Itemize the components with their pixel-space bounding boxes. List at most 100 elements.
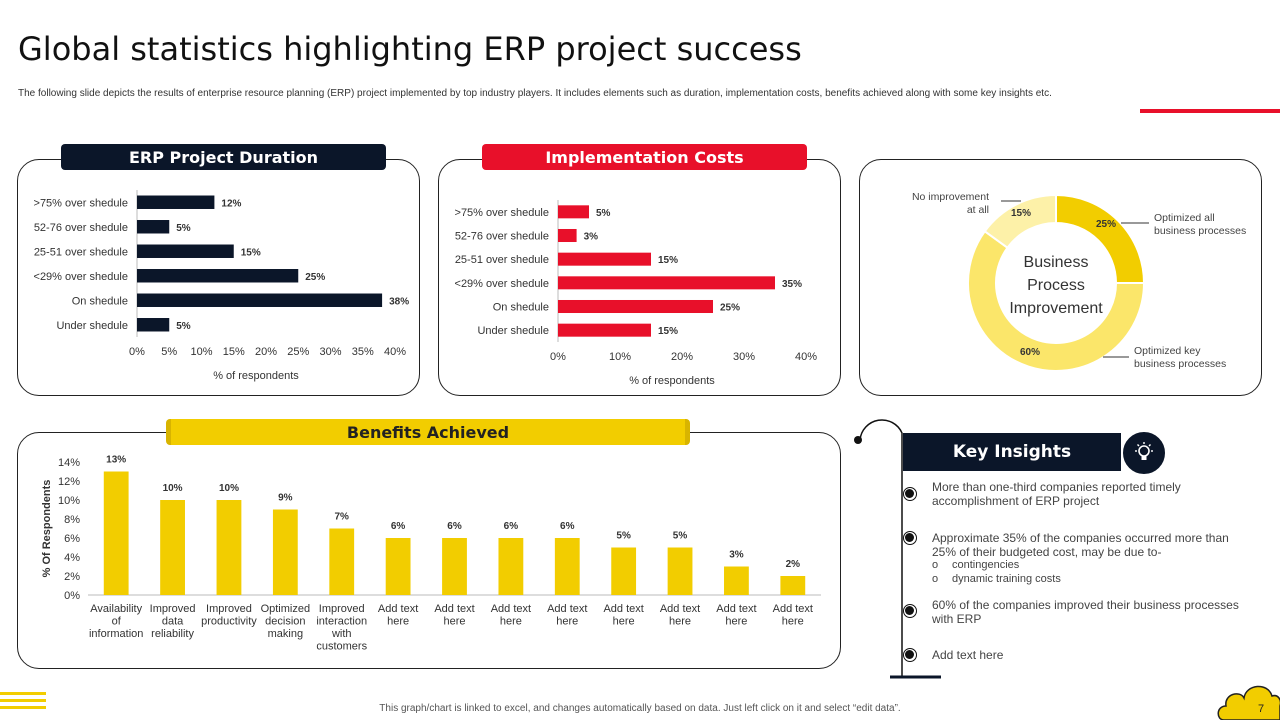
tick-label: 30% bbox=[319, 346, 341, 358]
bar bbox=[554, 538, 580, 595]
category-label: Add text bbox=[547, 603, 587, 615]
donut-chart[interactable]: 25% 60% 15% Business Process Improvement Optim… bbox=[859, 159, 1262, 396]
slice-label: No improvement bbox=[912, 191, 989, 203]
insight-sublist: o contingencies o dynamic training costs bbox=[932, 558, 1252, 586]
axis-title: % of respondents bbox=[629, 375, 715, 387]
category-label: here bbox=[387, 616, 409, 628]
bar bbox=[137, 195, 215, 209]
red-accent-rule bbox=[1140, 109, 1280, 113]
category-label: 25-51 over shedule bbox=[34, 246, 128, 258]
data-label: 7% bbox=[335, 512, 350, 523]
footer-note: This graph/chart is linked to excel, and… bbox=[379, 703, 901, 714]
tick-label: 2% bbox=[64, 571, 80, 583]
tick-label: 4% bbox=[64, 552, 80, 564]
bar bbox=[272, 509, 298, 595]
bar bbox=[216, 500, 242, 595]
duration-title-tag: ERP Project Duration bbox=[61, 144, 386, 170]
benefits-title-tag: Benefits Achieved bbox=[166, 419, 690, 445]
category-label: Add text bbox=[491, 603, 531, 615]
tick-label: 10% bbox=[190, 346, 212, 358]
data-label: 9% bbox=[278, 493, 293, 504]
category-label: decision bbox=[265, 616, 305, 628]
data-label: 60% bbox=[1020, 347, 1040, 358]
tick-label: 10% bbox=[58, 495, 80, 507]
data-label: 6% bbox=[391, 521, 406, 532]
tick-label: 20% bbox=[671, 351, 693, 363]
bar bbox=[329, 528, 355, 595]
cloud-icon bbox=[1217, 685, 1280, 720]
data-label: 38% bbox=[389, 296, 409, 307]
benefits-panel[interactable] bbox=[17, 432, 841, 669]
bar bbox=[137, 220, 170, 234]
tick-label: 25% bbox=[287, 346, 309, 358]
tick-label: 0% bbox=[129, 346, 145, 358]
bar bbox=[558, 252, 651, 266]
data-label: 25% bbox=[305, 272, 325, 283]
category-label: Add text bbox=[716, 603, 756, 615]
category-label: information bbox=[89, 628, 143, 640]
bar bbox=[611, 547, 637, 595]
bar bbox=[558, 205, 589, 219]
data-label: 15% bbox=[1011, 208, 1031, 219]
data-label: 25% bbox=[1096, 219, 1116, 230]
category-label: reliability bbox=[151, 628, 194, 640]
data-label: 6% bbox=[504, 521, 519, 532]
tick-label: 40% bbox=[795, 351, 817, 363]
bar bbox=[160, 500, 185, 595]
category-label: with bbox=[331, 628, 352, 640]
tick-label: 40% bbox=[384, 346, 406, 358]
sub-bullet: o bbox=[932, 573, 939, 585]
footer-stripes bbox=[0, 692, 46, 713]
data-label: 6% bbox=[447, 521, 462, 532]
insight-sub-1: contingencies bbox=[952, 559, 1020, 571]
data-label: 5% bbox=[616, 531, 631, 542]
insight-item-4: Add text here bbox=[932, 648, 1004, 662]
bar bbox=[558, 228, 577, 243]
tick-label: 8% bbox=[64, 514, 80, 526]
category-label: On shedule bbox=[493, 302, 549, 314]
tick-label: 0% bbox=[550, 351, 566, 363]
category-label: Improved bbox=[150, 603, 196, 615]
category-label: here bbox=[556, 616, 578, 628]
costs-title-tag: Implementation Costs bbox=[482, 144, 807, 170]
axis-title: % Of Respondents bbox=[41, 480, 53, 578]
category-label: Improved bbox=[319, 603, 365, 615]
category-label: Under shedule bbox=[477, 325, 549, 337]
bar bbox=[780, 576, 806, 595]
duration-chart[interactable]: >75% over shedule 12% 52-76 over shedule 5%… bbox=[17, 180, 420, 392]
bar bbox=[137, 293, 383, 307]
category-label: customers bbox=[316, 641, 367, 653]
data-label: 25% bbox=[720, 303, 740, 314]
pie-slice bbox=[983, 193, 1057, 250]
tick-label: 35% bbox=[352, 346, 374, 358]
category-label: <29% over shedule bbox=[34, 271, 128, 283]
tick-label: 12% bbox=[58, 476, 80, 488]
category-label: Add text bbox=[773, 603, 813, 615]
bar bbox=[385, 538, 411, 595]
tick-label: 20% bbox=[255, 346, 277, 358]
benefits-chart[interactable]: 0% 2% 4% 6% 8% 10% 12% 14% % Of Respondents 13% Av… bbox=[17, 448, 841, 666]
data-label: 10% bbox=[219, 483, 239, 494]
costs-chart[interactable]: >75% over shedule 5% 52-76 over shedule 3% 2… bbox=[438, 180, 841, 392]
slice-label: business processes bbox=[1154, 225, 1246, 237]
tick-label: 0% bbox=[64, 590, 80, 602]
category-label: productivity bbox=[201, 616, 257, 628]
bar bbox=[442, 538, 467, 595]
category-label: 52-76 over shedule bbox=[455, 231, 549, 243]
data-label: 5% bbox=[176, 223, 191, 234]
data-label: 13% bbox=[106, 455, 126, 466]
data-label: 15% bbox=[658, 326, 678, 337]
data-label: 5% bbox=[176, 321, 191, 332]
insight-sub-2: dynamic training costs bbox=[952, 573, 1061, 585]
category-label: Availability bbox=[90, 603, 142, 615]
lightbulb-icon bbox=[1121, 430, 1167, 476]
data-label: 3% bbox=[584, 232, 599, 243]
insight-bullet bbox=[903, 604, 917, 618]
center-label: Improvement bbox=[1009, 300, 1103, 317]
center-label: Process bbox=[1027, 277, 1085, 294]
category-label: here bbox=[669, 616, 691, 628]
data-label: 12% bbox=[221, 198, 241, 209]
data-label: 5% bbox=[673, 531, 688, 542]
bar bbox=[558, 299, 713, 314]
insights-title: Key Insights bbox=[903, 433, 1121, 471]
